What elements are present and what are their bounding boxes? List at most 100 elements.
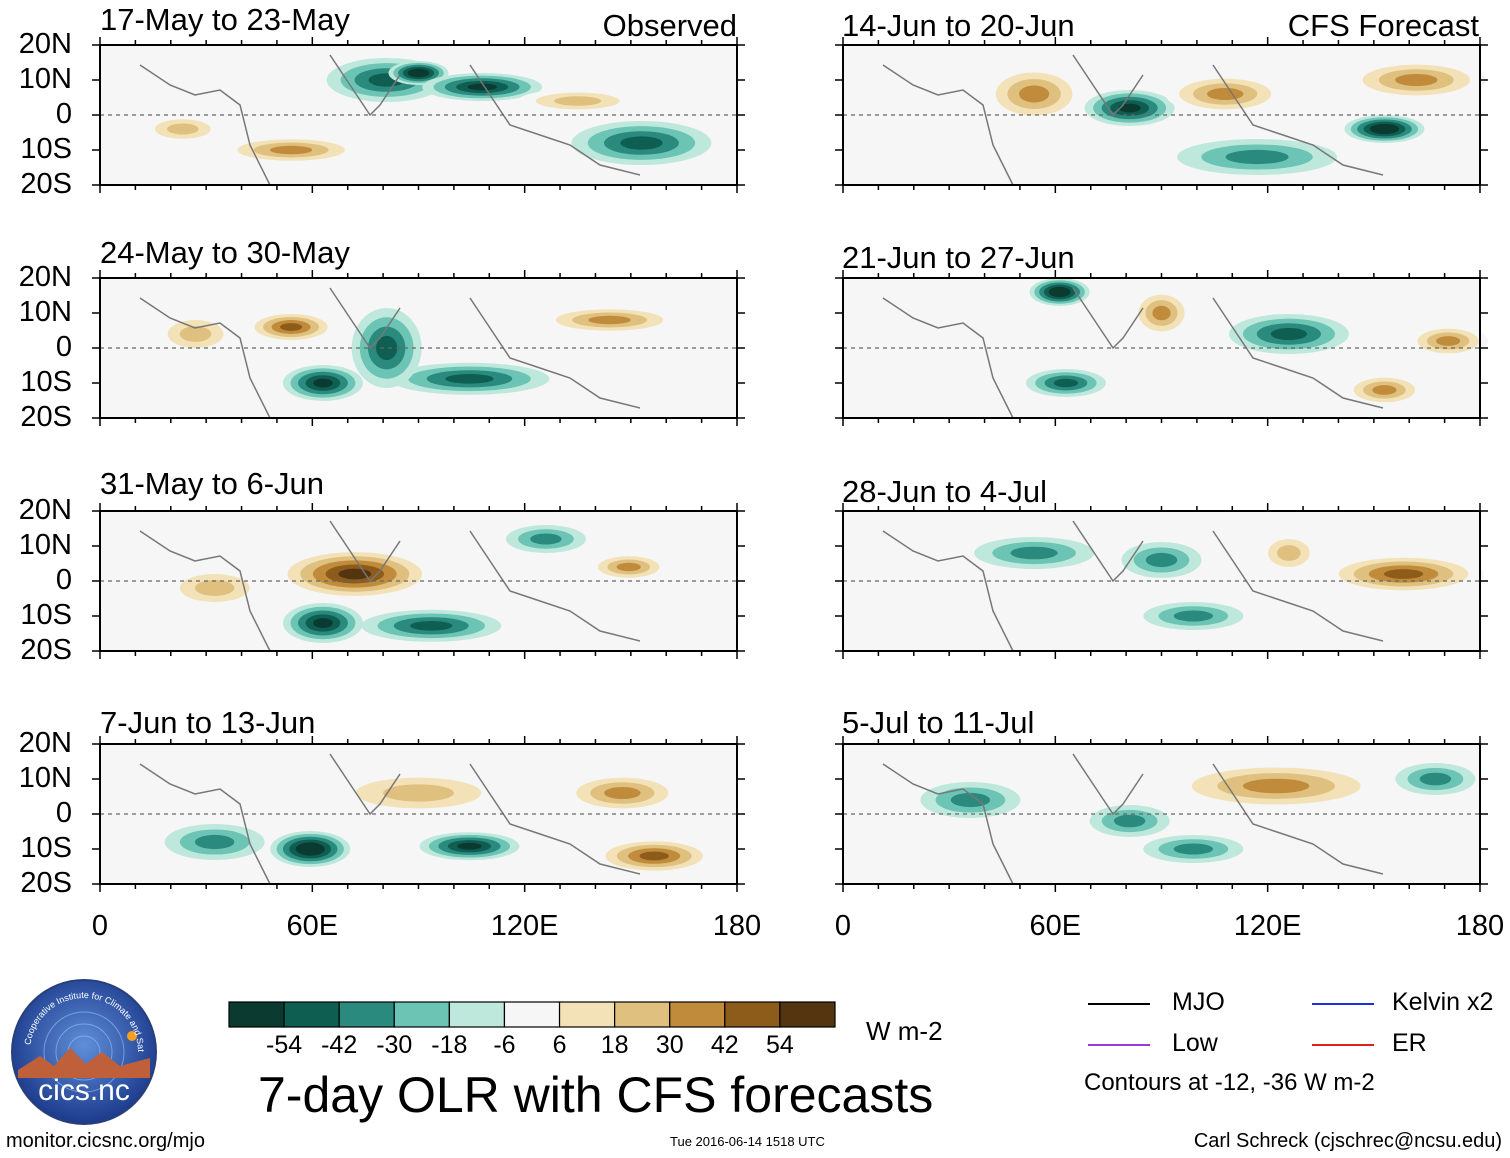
colorbar-swatch [283, 1001, 340, 1028]
olr-anomaly-blob [588, 553, 669, 581]
lat-tick-label: 20N [18, 727, 72, 759]
colorbar-label: 54 [766, 1031, 794, 1059]
map-panel-6 [835, 270, 1489, 426]
olr-anomaly-blob [282, 365, 363, 401]
main-title: 7-day OLR with CFS forecasts [258, 1067, 934, 1123]
olr-anomaly-blob [422, 73, 543, 101]
olr-anomaly-blob [1344, 374, 1425, 406]
olr-anomaly-blob [562, 773, 683, 813]
colorbar-swatch [669, 1001, 726, 1028]
olr-anomaly-blob [270, 831, 351, 867]
olr-anomaly-blob [221, 136, 362, 164]
legend-er-label: ER [1392, 1029, 1427, 1057]
olr-anomaly-blob [1166, 762, 1387, 810]
map-panel-1 [92, 37, 745, 193]
map-panel-8 [835, 736, 1488, 892]
olr-anomaly-blob [1395, 763, 1476, 795]
colorbar-swatch [779, 1001, 836, 1028]
olr-anomaly-blob [1408, 325, 1489, 357]
footer-timestamp: Tue 2016-06-14 1518 UTC [670, 1134, 825, 1149]
lon-tick-label: 0 [91, 910, 109, 942]
lat-tick-label: 10S [20, 366, 72, 398]
units-label: W m-2 [866, 1016, 943, 1046]
map-panel-7 [835, 503, 1488, 659]
olr-anomaly-blob [1121, 542, 1202, 578]
colorbar-label: -42 [321, 1031, 358, 1059]
colorbar-label: -6 [493, 1031, 516, 1059]
forecast-label: CFS Forecast [1287, 8, 1479, 43]
legend-low-line [1088, 1044, 1150, 1046]
olr-anomaly-blob [389, 362, 550, 395]
olr-anomaly-blob [1029, 278, 1090, 306]
olr-anomaly-blob [164, 568, 265, 608]
colorbar-swatch [338, 1001, 395, 1028]
olr-anomaly-blob [1344, 115, 1425, 143]
coastline [139, 753, 641, 885]
olr-anomaly-blob [1025, 369, 1106, 397]
olr-anomaly-blob [984, 66, 1085, 122]
coastline [882, 520, 1384, 652]
colorbar-label: 42 [710, 1031, 739, 1059]
lat-tick-label: 10N [18, 529, 72, 561]
map-panel-5 [835, 37, 1488, 193]
olr-anomaly-blob [1177, 139, 1338, 175]
lat-tick-label: 10N [18, 296, 72, 328]
colorbar-label: 6 [552, 1031, 567, 1059]
colorbar-label: -54 [266, 1031, 303, 1059]
olr-anomaly-blob [505, 525, 586, 553]
lat-tick-label: 20S [20, 867, 72, 899]
lat-tick-label: 0 [55, 331, 72, 363]
lat-tick-label: 10S [20, 133, 72, 165]
olr-anomaly-blob [164, 824, 265, 860]
logo-text: cics.nc [38, 1074, 130, 1107]
lat-tick-label: 0 [55, 98, 72, 130]
lon-tick-label: 180 [1455, 910, 1505, 942]
panel-title-2: 24-May to 30-May [100, 235, 350, 270]
olr-anomaly-blob [1258, 533, 1319, 573]
lat-tick-label: 10N [18, 762, 72, 794]
panel-title-3: 31-May to 6-Jun [100, 466, 324, 501]
lat-tick-label: 10S [20, 832, 72, 864]
lat-tick-label: 20S [20, 168, 72, 200]
colorbar-swatch [448, 1001, 506, 1028]
legend-kelvin-line [1312, 1003, 1374, 1005]
map-panel-3 [92, 503, 745, 659]
panel-title-5: 14-Jun to 20-Jun [842, 8, 1075, 43]
olr-anomaly-blob [246, 311, 337, 343]
olr-anomaly-blob [1084, 90, 1175, 126]
olr-anomaly-blob [142, 115, 223, 143]
olr-anomaly-blob [920, 782, 1021, 818]
olr-anomaly-blob [1228, 314, 1349, 354]
olr-anomaly-blob [974, 537, 1095, 569]
coastline [139, 54, 641, 186]
contour-note: Contours at -12, -36 W m-2 [1084, 1069, 1375, 1096]
lon-tick-label: 0 [834, 910, 852, 942]
colorbar-label: -18 [431, 1031, 468, 1059]
lon-tick-label: 60E [286, 910, 339, 942]
lat-tick-label: 10S [20, 599, 72, 631]
colorbar-swatch [724, 1001, 781, 1028]
lat-tick-label: 0 [55, 564, 72, 596]
legend-mjo-line [1088, 1003, 1150, 1005]
observed-label: Observed [602, 8, 737, 43]
colorbar-swatch [503, 1001, 561, 1028]
olr-anomaly-blob [1131, 289, 1192, 337]
olr-anomaly-blob [571, 121, 712, 165]
coastline [882, 54, 1384, 186]
olr-anomaly-blob [1346, 60, 1487, 100]
lat-tick-label: 20S [20, 401, 72, 433]
footer-url[interactable]: monitor.cicsnc.org/mjo [6, 1130, 205, 1152]
colorbar-label: 18 [600, 1031, 629, 1059]
lat-tick-label: 20N [18, 494, 72, 526]
map-panel-4 [92, 736, 745, 892]
colorbar-swatch [558, 1001, 616, 1028]
lon-tick-label: 60E [1029, 910, 1082, 942]
panel-title-8: 5-Jul to 11-Jul [842, 705, 1035, 740]
panel-title-7: 28-Jun to 4-Jul [842, 474, 1048, 509]
lon-tick-label: 180 [712, 910, 762, 942]
map-panel-2 [92, 270, 745, 426]
olr-anomaly-blob [1143, 602, 1244, 630]
olr-anomaly-blob [274, 548, 435, 600]
footer-author: Carl Schreck (cjschrec@ncsu.edu) [1193, 1130, 1502, 1152]
legend-kelvin-label: Kelvin x2 [1392, 988, 1494, 1016]
